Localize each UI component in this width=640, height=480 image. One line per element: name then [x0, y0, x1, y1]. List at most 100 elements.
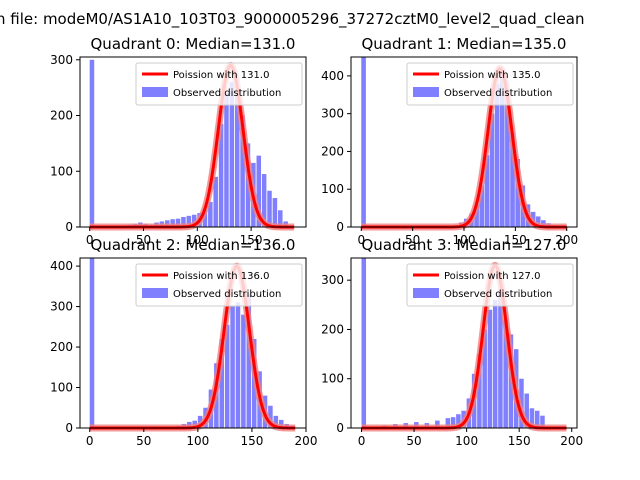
legend-label-observed: Observed distribution	[173, 88, 281, 99]
histogram-bar	[272, 198, 278, 227]
legend-swatch-observed	[142, 87, 168, 97]
y-tick-label: 300	[50, 53, 73, 67]
y-tick-label: 0	[336, 421, 344, 435]
x-tick-label: 150	[240, 233, 263, 247]
histogram-bar	[450, 417, 456, 428]
y-tick-label: 400	[50, 259, 73, 273]
histogram-bar	[186, 215, 192, 227]
histogram-bar	[482, 329, 487, 428]
x-tick-label: 100	[453, 233, 476, 247]
histogram-bar	[484, 155, 490, 227]
histogram-bar	[273, 415, 279, 428]
legend-swatch-observed	[413, 288, 439, 298]
histogram-bar	[268, 405, 273, 428]
histogram-bar	[224, 324, 230, 428]
histogram-bar	[278, 210, 283, 227]
x-tick-label: 0	[357, 233, 365, 247]
histogram-bar	[191, 214, 197, 227]
histogram-bar	[256, 155, 262, 227]
legend-box	[406, 62, 574, 106]
axes-frame	[79, 257, 307, 429]
histogram-bar	[267, 190, 272, 227]
x-tick-label: 100	[455, 434, 478, 448]
axes-frame	[79, 56, 307, 228]
legend-label-poisson: Poission with 127.0	[444, 271, 540, 282]
legend-label-poisson: Poission with 135.0	[444, 70, 540, 81]
x-tick-label: 0	[86, 434, 94, 448]
x-tick-label: 100	[186, 434, 209, 448]
x-tick-label: 50	[405, 233, 420, 247]
histogram-bar	[487, 309, 493, 428]
histogram-bar	[175, 218, 181, 227]
histogram-bar	[234, 96, 240, 228]
histogram-bar	[229, 82, 235, 227]
histogram-bar	[218, 123, 224, 227]
histogram-bar	[494, 83, 500, 227]
histogram-bar	[489, 113, 495, 227]
y-tick-label: 0	[336, 220, 344, 234]
histogram-bar	[505, 98, 510, 227]
histogram-bar	[456, 414, 461, 428]
x-tick-label: 150	[240, 434, 263, 448]
y-tick-label: 300	[321, 107, 344, 121]
histogram-bar	[435, 420, 440, 428]
legend-label-observed: Observed distribution	[173, 289, 281, 300]
histogram-bar	[498, 290, 503, 428]
legend-box	[135, 263, 303, 307]
histogram-bar	[499, 75, 505, 227]
x-tick-label: 50	[136, 434, 151, 448]
histogram-bar	[240, 115, 245, 227]
y-tick-label: 200	[50, 340, 73, 354]
x-tick-label: 150	[508, 434, 531, 448]
y-tick-label: 100	[321, 182, 344, 196]
subplot-quadrant-0: 0 50 100 150 0 100 200 300 Quadrant 0: Median=13…	[50, 35, 307, 247]
histogram-bar	[261, 174, 267, 227]
legend-swatch-observed	[142, 288, 168, 298]
subplot-title: Quadrant 2: Median=136.0	[91, 236, 296, 254]
histogram-bar	[235, 302, 241, 428]
figure-suptitle: n file: modeM0/AS1A10_103T03_9000005296_…	[0, 10, 585, 29]
subplot-quadrant-3: 0 50 100 150 200 0 100 200 300 Quadrant 3: Median…	[321, 236, 583, 448]
histogram-bar	[524, 393, 529, 428]
histogram-bar	[445, 418, 451, 428]
subplot-title: Quadrant 3: Median=127.0	[362, 236, 567, 254]
x-tick-label: 200	[295, 434, 318, 448]
y-tick-label: 100	[50, 381, 73, 395]
y-tick-label: 300	[321, 273, 344, 287]
y-tick-label: 300	[50, 300, 73, 314]
y-tick-label: 200	[321, 322, 344, 336]
histogram-bar	[89, 258, 95, 428]
histogram-bar	[170, 219, 175, 227]
histogram-bar	[278, 419, 284, 428]
histogram-bar	[540, 415, 545, 428]
x-tick-label: 0	[358, 434, 366, 448]
histogram-bar	[510, 132, 515, 227]
histogram-bar	[202, 210, 208, 227]
legend-label-observed: Observed distribution	[444, 289, 552, 300]
histogram-bar	[181, 216, 186, 227]
x-tick-label: 150	[504, 233, 527, 247]
histogram-bar	[534, 410, 540, 428]
subplot-quadrant-2: 0 50 100 150 200 0 100 200 300 400 Quadrant 2: Med…	[50, 236, 317, 448]
legend-swatch-observed	[413, 87, 439, 97]
y-tick-label: 200	[50, 109, 73, 123]
histogram-bar	[213, 176, 218, 227]
histogram-bar	[219, 338, 225, 428]
y-tick-label: 0	[65, 220, 73, 234]
histogram-bar	[89, 59, 95, 227]
y-tick-label: 0	[65, 421, 73, 435]
legend-label-poisson: Poission with 131.0	[173, 70, 269, 81]
histogram-bar	[246, 294, 252, 428]
x-tick-label: 50	[406, 434, 421, 448]
y-tick-label: 400	[321, 69, 344, 83]
x-tick-label: 50	[136, 233, 151, 247]
histogram-bar	[492, 299, 498, 428]
x-tick-label: 200	[560, 434, 583, 448]
histogram-bar	[361, 57, 366, 227]
x-tick-label: 200	[555, 233, 578, 247]
histogram-bar	[361, 258, 367, 428]
y-tick-label: 100	[321, 372, 344, 386]
histogram-bar	[535, 216, 541, 227]
legend-label-poisson: Poission with 136.0	[173, 271, 269, 282]
